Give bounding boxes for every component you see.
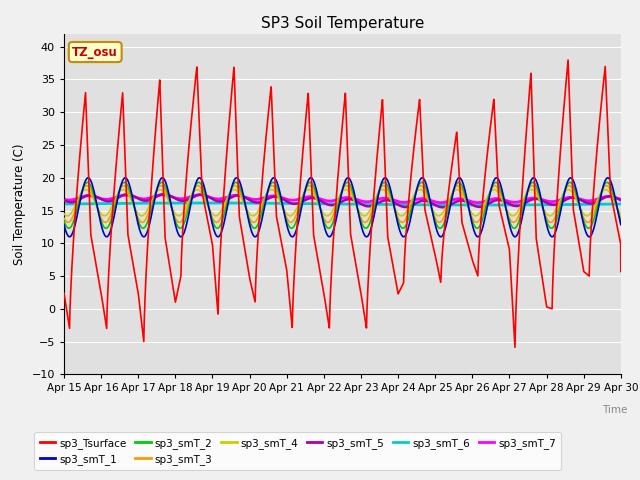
sp3_Tsurface <box>467 253 475 259</box>
sp3_smT_2 <box>468 216 476 221</box>
sp3_Tsurface <box>617 269 625 275</box>
sp3_smT_5 <box>439 204 447 210</box>
sp3_smT_3 <box>454 183 461 189</box>
sp3_smT_3 <box>60 215 68 221</box>
Text: Time: Time <box>602 405 628 415</box>
sp3_smT_7 <box>436 200 444 205</box>
Line: sp3_smT_6: sp3_smT_6 <box>64 203 621 205</box>
sp3_smT_4 <box>617 211 625 216</box>
sp3_smT_1 <box>436 234 444 240</box>
sp3_smT_7 <box>468 199 476 204</box>
sp3_smT_5 <box>160 192 168 197</box>
sp3_Tsurface <box>160 206 168 212</box>
Line: sp3_smT_1: sp3_smT_1 <box>64 178 621 237</box>
sp3_smT_3 <box>499 197 507 203</box>
sp3_smT_7 <box>161 192 168 198</box>
sp3_smT_2 <box>160 181 168 187</box>
sp3_smT_4 <box>583 213 591 219</box>
sp3_smT_1 <box>616 219 624 225</box>
sp3_smT_5 <box>499 198 507 204</box>
sp3_Tsurface <box>436 277 444 283</box>
sp3_smT_7 <box>617 196 625 202</box>
sp3_smT_2 <box>60 218 68 224</box>
sp3_smT_3 <box>435 219 443 225</box>
sp3_smT_7 <box>322 198 330 204</box>
Title: SP3 Soil Temperature: SP3 Soil Temperature <box>260 16 424 31</box>
sp3_smT_5 <box>616 197 624 203</box>
sp3_Tsurface <box>511 345 519 350</box>
sp3_smT_5 <box>436 204 444 210</box>
sp3_Tsurface <box>60 290 68 296</box>
sp3_smT_5 <box>60 197 68 203</box>
sp3_smT_1 <box>617 222 625 228</box>
sp3_smT_1 <box>468 218 476 224</box>
sp3_Tsurface <box>564 57 572 63</box>
sp3_smT_7 <box>437 200 445 205</box>
sp3_smT_2 <box>617 218 625 224</box>
sp3_smT_2 <box>616 216 624 222</box>
sp3_smT_1 <box>60 222 68 228</box>
Text: TZ_osu: TZ_osu <box>72 46 118 59</box>
sp3_smT_4 <box>436 212 444 218</box>
sp3_smT_1 <box>177 234 185 240</box>
sp3_smT_6 <box>200 200 207 206</box>
sp3_smT_2 <box>307 180 314 185</box>
sp3_smT_6 <box>322 201 330 207</box>
sp3_smT_3 <box>160 185 168 191</box>
sp3_smT_5 <box>161 192 168 197</box>
sp3_smT_5 <box>322 201 330 206</box>
sp3_smT_4 <box>564 187 572 192</box>
sp3_smT_7 <box>159 192 166 198</box>
Y-axis label: Soil Temperature (C): Soil Temperature (C) <box>13 143 26 265</box>
sp3_Tsurface <box>616 239 624 245</box>
sp3_smT_6 <box>616 201 624 207</box>
sp3_smT_4 <box>616 210 624 216</box>
sp3_smT_4 <box>60 211 68 216</box>
sp3_smT_6 <box>60 201 68 207</box>
sp3_smT_1 <box>161 176 168 182</box>
Line: sp3_smT_4: sp3_smT_4 <box>64 190 621 216</box>
sp3_smT_5 <box>468 202 476 207</box>
sp3_smT_1 <box>499 191 507 197</box>
sp3_smT_6 <box>467 202 475 208</box>
Legend: sp3_Tsurface, sp3_smT_1, sp3_smT_2, sp3_smT_3, sp3_smT_4, sp3_smT_5, sp3_smT_6, : sp3_Tsurface, sp3_smT_1, sp3_smT_2, sp3_… <box>35 432 561 470</box>
sp3_smT_3 <box>616 214 624 220</box>
sp3_Tsurface <box>499 218 506 224</box>
sp3_smT_4 <box>499 198 506 204</box>
sp3_smT_6 <box>477 202 485 208</box>
sp3_smT_6 <box>617 201 625 207</box>
sp3_smT_7 <box>60 196 68 202</box>
Line: sp3_smT_5: sp3_smT_5 <box>64 194 621 207</box>
Line: sp3_smT_2: sp3_smT_2 <box>64 182 621 228</box>
sp3_smT_6 <box>160 200 168 206</box>
sp3_smT_6 <box>499 202 507 208</box>
sp3_smT_4 <box>322 213 330 218</box>
sp3_smT_2 <box>436 225 444 231</box>
sp3_smT_3 <box>322 218 330 224</box>
sp3_smT_5 <box>617 197 625 203</box>
sp3_smT_2 <box>288 226 296 231</box>
sp3_smT_2 <box>322 223 330 228</box>
sp3_smT_2 <box>499 195 507 201</box>
sp3_smT_3 <box>468 213 476 219</box>
Line: sp3_smT_3: sp3_smT_3 <box>64 186 621 222</box>
Line: sp3_smT_7: sp3_smT_7 <box>64 195 621 203</box>
sp3_Tsurface <box>322 301 330 307</box>
sp3_smT_4 <box>467 209 475 215</box>
sp3_smT_4 <box>160 190 168 195</box>
sp3_smT_6 <box>436 202 444 208</box>
sp3_smT_1 <box>159 175 166 180</box>
sp3_smT_7 <box>499 197 507 203</box>
sp3_smT_1 <box>322 228 330 234</box>
sp3_smT_3 <box>617 215 625 221</box>
sp3_smT_3 <box>436 219 444 225</box>
Line: sp3_Tsurface: sp3_Tsurface <box>64 60 621 348</box>
sp3_smT_7 <box>616 196 624 202</box>
